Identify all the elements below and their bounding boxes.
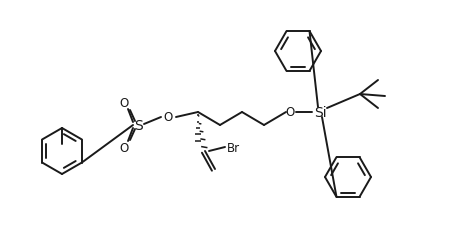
Text: O: O	[119, 141, 129, 154]
Text: Si: Si	[313, 106, 326, 119]
Text: O: O	[285, 106, 295, 119]
Text: S: S	[133, 119, 142, 132]
Text: O: O	[119, 97, 129, 110]
Text: Br: Br	[227, 141, 240, 154]
Text: O: O	[164, 111, 172, 124]
